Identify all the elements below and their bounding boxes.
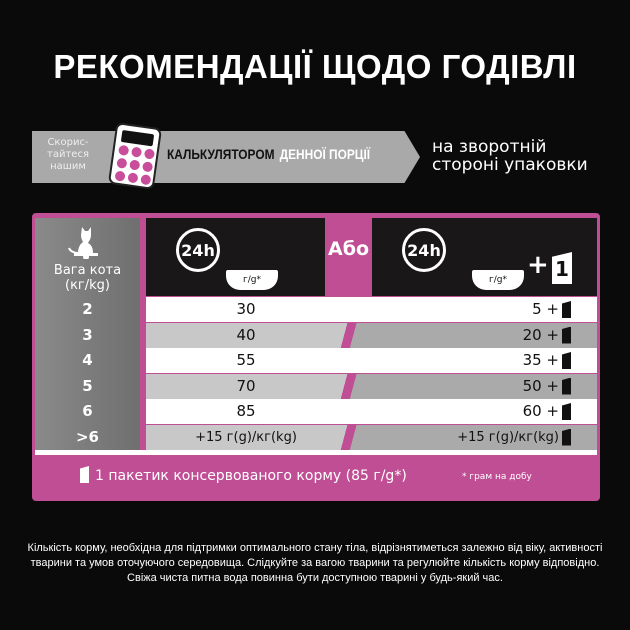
pouch-icon: 1 <box>552 252 572 284</box>
table-row: 85 60 + <box>146 399 597 424</box>
weight-cell: 3 <box>82 325 93 344</box>
plus-sign: + <box>527 250 549 280</box>
dry-food-cell: +15 г(g)/кг(kg) <box>195 429 297 445</box>
pouch-icon <box>562 428 571 446</box>
mixed-food-cell: 20 + <box>522 325 559 344</box>
table-row: 40 20 + <box>146 322 597 348</box>
weight-cell: >6 <box>75 427 99 446</box>
dry-food-cell: 85 <box>236 402 256 420</box>
calc-rest: ДЕННОЇ ПОРЦІЇ <box>279 146 371 162</box>
back-of-pack-text: на зворотній стороні упаковки <box>432 137 588 175</box>
weight-cell: 2 <box>82 300 93 318</box>
table-row: +15 г(g)/кг(kg) +15 г(g)/кг(kg) <box>146 424 597 450</box>
dry-food-cell: 40 <box>236 325 256 344</box>
weight-header: Вага кота (кг/kg) <box>53 263 122 293</box>
dry-food-cell: 70 <box>236 376 256 395</box>
or-label: Або <box>327 238 370 260</box>
cat-on-scale-icon <box>68 225 104 260</box>
table-row: 70 50 + <box>146 373 597 399</box>
dry-only-header: 24h г/g* <box>146 218 325 296</box>
calculator-label: КАЛЬКУЛЯТОРОМ ДЕННОЇ ПОРЦІЇ <box>167 146 370 162</box>
feeding-disclaimer: Кількість корму, необхідна для підтримки… <box>27 542 603 584</box>
clock-24h-icon: 24h <box>402 228 446 272</box>
calculator-icon <box>107 122 163 190</box>
weight-cell: 6 <box>82 402 93 420</box>
pouch-icon <box>562 326 571 344</box>
pouch-icon <box>562 352 571 369</box>
clock-24h-icon: 24h <box>176 228 220 272</box>
mixed-food-cell: 50 + <box>522 376 559 395</box>
divider <box>35 450 597 455</box>
bowl-icon: г/g* <box>472 270 524 290</box>
pouch-icon <box>562 377 571 395</box>
pouch-text: 1 пакетик консервованого корму (85 г/g*) <box>95 468 407 484</box>
banner-use-text: Скорис-тайтеся нашим <box>47 137 89 172</box>
mixed-feeding-header: 24h г/g* + 1 <box>372 218 597 296</box>
mixed-food-cell: 5 + <box>532 300 559 318</box>
page-title: РЕКОМЕНДАЦІЇ ЩОДО ГОДІВЛІ <box>53 48 577 85</box>
mixed-food-cell: 60 + <box>522 402 559 420</box>
pouch-footnote: 1 пакетик консервованого корму (85 г/g*) <box>80 466 407 484</box>
pouch-icon <box>562 403 571 420</box>
mixed-food-cell: +15 г(g)/кг(kg) <box>457 429 559 445</box>
grams-note: * грам на добу <box>462 472 532 482</box>
mixed-food-cell: 35 + <box>522 351 559 369</box>
weight-cell: 5 <box>82 376 93 395</box>
dry-food-cell: 30 <box>236 300 256 318</box>
calculator-banner <box>32 131 420 183</box>
table-row: 30 5 + <box>146 297 597 322</box>
table-row: 55 35 + <box>146 348 597 373</box>
dry-food-cell: 55 <box>236 351 256 369</box>
pouch-icon <box>562 301 571 318</box>
weight-cell: 4 <box>82 351 93 369</box>
pouch-icon <box>80 466 89 483</box>
bowl-icon: г/g* <box>226 270 278 290</box>
calc-bold: КАЛЬКУЛЯТОРОМ <box>167 146 275 162</box>
